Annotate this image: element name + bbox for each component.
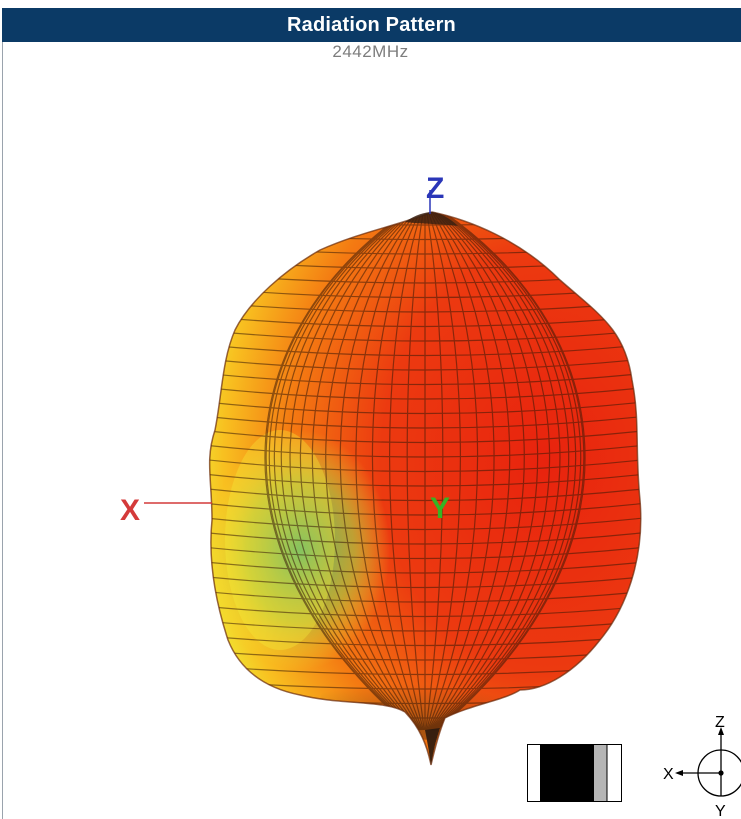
mesh-parallel xyxy=(209,411,641,429)
mesh-parallel xyxy=(209,469,641,487)
mesh-parallel xyxy=(209,383,641,400)
mesh-parallel xyxy=(209,528,641,545)
panel-title: Radiation Pattern xyxy=(2,8,741,42)
panel-border xyxy=(2,42,3,819)
mesh-meridian xyxy=(431,212,582,731)
mesh-parallel xyxy=(209,557,641,574)
y-axis-label: Y xyxy=(430,492,450,525)
orientation-y-label: Y xyxy=(715,803,726,819)
chip-orientation-icon xyxy=(527,744,622,802)
mesh-meridian xyxy=(425,212,461,731)
x-axis-label: X xyxy=(120,494,140,527)
radiation-lobe xyxy=(208,211,642,766)
mesh-meridian xyxy=(429,212,561,731)
mesh-parallel xyxy=(209,542,641,560)
mesh-meridian xyxy=(325,212,423,731)
mesh-meridian xyxy=(427,212,511,731)
mesh-parallel xyxy=(209,397,641,415)
mesh-meridian xyxy=(426,212,479,731)
mesh-meridian xyxy=(339,212,423,731)
mesh-parallel xyxy=(209,513,641,531)
orientation-axes-icon: Z X Y xyxy=(663,714,741,819)
mesh-parallel xyxy=(209,426,641,444)
mesh-parallel xyxy=(209,454,641,473)
mesh-meridian xyxy=(432,212,585,731)
plot-axes: X Z Y xyxy=(120,172,450,527)
orientation-x-label: X xyxy=(663,766,674,783)
mesh-parallel xyxy=(209,572,641,589)
mesh-meridian xyxy=(429,212,551,731)
mesh-meridian xyxy=(268,212,419,731)
mesh-parallel xyxy=(209,326,641,342)
mesh-meridian xyxy=(430,212,570,731)
mesh-meridian xyxy=(406,212,426,731)
mesh-meridian xyxy=(430,212,577,731)
mesh-meridian xyxy=(311,212,422,731)
mesh-meridian xyxy=(432,212,586,731)
mesh-parallel xyxy=(209,498,641,516)
mesh-meridian xyxy=(265,212,418,731)
mesh-parallel xyxy=(209,587,641,603)
mesh-parallel xyxy=(209,354,641,371)
mesh-parallel xyxy=(209,617,641,632)
mesh-parallel xyxy=(209,368,641,386)
mesh-meridian xyxy=(280,212,420,731)
mesh-meridian xyxy=(273,212,420,731)
z-axis-label: Z xyxy=(426,172,444,205)
mesh-parallel xyxy=(209,340,641,357)
mesh-meridian xyxy=(389,212,425,731)
mesh-meridian xyxy=(371,212,424,731)
mesh-meridian xyxy=(355,212,424,731)
orientation-z-label: Z xyxy=(715,714,725,731)
mesh-meridian xyxy=(289,212,421,731)
mesh-meridian xyxy=(426,212,495,731)
mesh-meridian xyxy=(299,212,421,731)
mesh-parallel xyxy=(209,484,641,502)
mesh-meridian xyxy=(428,212,539,731)
frequency-label: 2442MHz xyxy=(332,42,409,61)
mesh-parallel xyxy=(209,602,641,618)
mesh-meridian xyxy=(424,212,444,731)
mesh-parallel xyxy=(209,440,641,458)
mesh-meridian xyxy=(427,212,525,731)
